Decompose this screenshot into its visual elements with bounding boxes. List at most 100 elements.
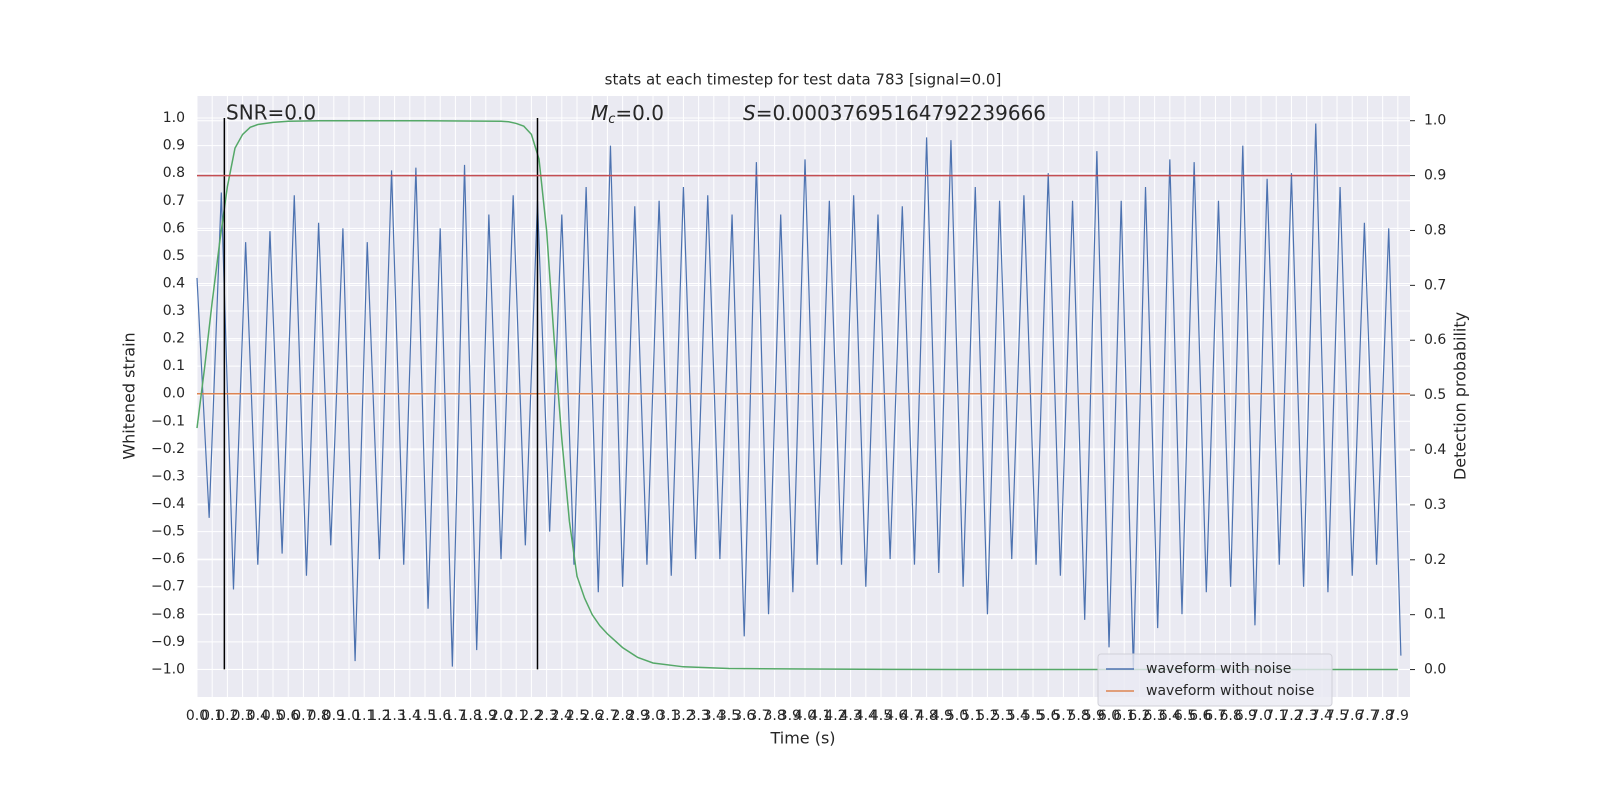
x-tick-label: 5.9 (1083, 708, 1105, 724)
x-tick-label: 5.3 (991, 708, 1013, 724)
y2-tick-label: 1.0 (1424, 113, 1446, 129)
x-tick-label: 2.3 (535, 708, 557, 724)
x-axis-label: Time (s) (769, 729, 835, 748)
x-tick-label: 7.2 (1280, 708, 1302, 724)
x-tick-label: 2.6 (581, 708, 603, 724)
annotation-text: =0.0 (615, 101, 664, 125)
x-tick-label: 3.2 (672, 708, 694, 724)
marks (196, 118, 1410, 671)
x-tick-label: 6.2 (1128, 708, 1150, 724)
x-tick-label: 4.6 (885, 708, 907, 724)
annotation-symbol: M (591, 101, 608, 125)
y-tick-label: 0.1 (163, 358, 185, 374)
annotation: S=0.00037695164792239666 (743, 101, 1046, 125)
x-tick-label: 2.2 (520, 708, 542, 724)
x-tick-label: 6.0 (1098, 708, 1120, 724)
y-tick-label: −0.6 (151, 551, 185, 567)
x-tick-label: 5.0 (946, 708, 968, 724)
x-tick-label: 3.6 (733, 708, 755, 724)
x-tick-label: 4.0 (794, 708, 816, 724)
y2-tick-label: 0.9 (1424, 168, 1446, 184)
x-tick-label: 2.7 (596, 708, 618, 724)
y-tick-label: 0.5 (163, 248, 185, 264)
legend-label: waveform without noise (1146, 683, 1314, 699)
y-tick-label: 0.4 (163, 275, 185, 291)
x-tick-label: 4.9 (931, 708, 953, 724)
x-tick-label: 1.8 (459, 708, 481, 724)
y-tick-label: 0.2 (163, 331, 185, 347)
x-tick-label: 7.1 (1265, 708, 1287, 724)
x-tick-label: 1.5 (414, 708, 436, 724)
x-tick-label: 3.8 (763, 708, 785, 724)
y2-tick-label: 0.3 (1424, 497, 1446, 513)
x-tick-label: 3.7 (748, 708, 770, 724)
y-tick-label: −0.4 (151, 496, 185, 512)
x-tick-label: 6.6 (1189, 708, 1211, 724)
x-tick-label: 1.6 (429, 708, 451, 724)
x-tick-label: 0.2 (216, 708, 238, 724)
x-tick-label: 2.4 (551, 708, 573, 724)
x-tick-label: 5.4 (1007, 708, 1029, 724)
x-tick-label: 2.1 (505, 708, 527, 724)
x-tick-label: 3.0 (642, 708, 664, 724)
series-line (196, 123, 1402, 670)
x-tick-label: 0.6 (277, 708, 299, 724)
annotation-subscript: c (608, 112, 615, 127)
y-tick-label: 0.7 (163, 193, 185, 209)
x-tick-label: 4.5 (870, 708, 892, 724)
y-tick-label: −1.0 (151, 661, 185, 677)
x-tick-label: 3.5 (718, 708, 740, 724)
y-tick-label: −0.7 (151, 579, 185, 595)
x-tick-label: 1.2 (368, 708, 390, 724)
y2-tick-label: 0.7 (1424, 277, 1446, 293)
y-tick-label: −0.1 (151, 413, 185, 429)
x-tick-label: 0.3 (231, 708, 253, 724)
x-tick-label: 6.1 (1113, 708, 1135, 724)
x-tick-label: 0.4 (247, 708, 269, 724)
x-tick-label: 3.1 (657, 708, 679, 724)
x-tick-label: 6.7 (1204, 708, 1226, 724)
y2-tick-label: 0.8 (1424, 222, 1446, 238)
x-tick-label: 6.4 (1159, 708, 1181, 724)
x-tick-label: 6.3 (1143, 708, 1165, 724)
x-tick-label: 5.1 (961, 708, 983, 724)
y-tick-label: 0.9 (163, 138, 185, 154)
annotation-text: =0.00037695164792239666 (756, 101, 1046, 125)
x-tick-label: 0.0 (186, 708, 208, 724)
x-tick-label: 1.9 (475, 708, 497, 724)
x-tick-label: 1.0 (338, 708, 360, 724)
series-line (196, 119, 1398, 671)
x-tick-label: 1.1 (353, 708, 375, 724)
x-tick-label: 2.0 (490, 708, 512, 724)
y-tick-label: −0.2 (151, 441, 185, 457)
x-tick-label: 4.1 (809, 708, 831, 724)
x-tick-label: 4.2 (824, 708, 846, 724)
x-tick-label: 6.5 (1174, 708, 1196, 724)
x-tick-label: 0.7 (292, 708, 314, 724)
x-tick-label: 2.8 (611, 708, 633, 724)
annotation-symbol: S (743, 101, 756, 125)
y-tick-label: 0.0 (163, 386, 185, 402)
y2-tick-label: 0.1 (1424, 607, 1446, 623)
x-tick-label: 1.4 (399, 708, 421, 724)
x-tick-label: 1.3 (383, 708, 405, 724)
x-tick-label: 5.2 (976, 708, 998, 724)
y-tick-label: −0.8 (151, 606, 185, 622)
y-tick-label: 0.8 (163, 165, 185, 181)
x-tick-label: 7.4 (1311, 708, 1333, 724)
legend: waveform with noise waveform without nois… (1097, 653, 1333, 707)
x-tick-label: 1.7 (444, 708, 466, 724)
y2-tick-label: 0.0 (1424, 662, 1446, 678)
x-tick-label: 5.6 (1037, 708, 1059, 724)
y-tick-label: 1.0 (163, 110, 185, 126)
x-tick-label: 4.3 (839, 708, 861, 724)
legend-box (1097, 653, 1333, 707)
x-tick-label: 4.8 (915, 708, 937, 724)
x-tick-label: 7.9 (1387, 708, 1409, 724)
x-tick-label: 0.1 (201, 708, 223, 724)
x-tick-label: 5.7 (1052, 708, 1074, 724)
annotation: SNR=0.0 (226, 101, 316, 125)
y2-tick-label: 0.4 (1424, 442, 1446, 458)
x-tick-label: 3.4 (703, 708, 725, 724)
